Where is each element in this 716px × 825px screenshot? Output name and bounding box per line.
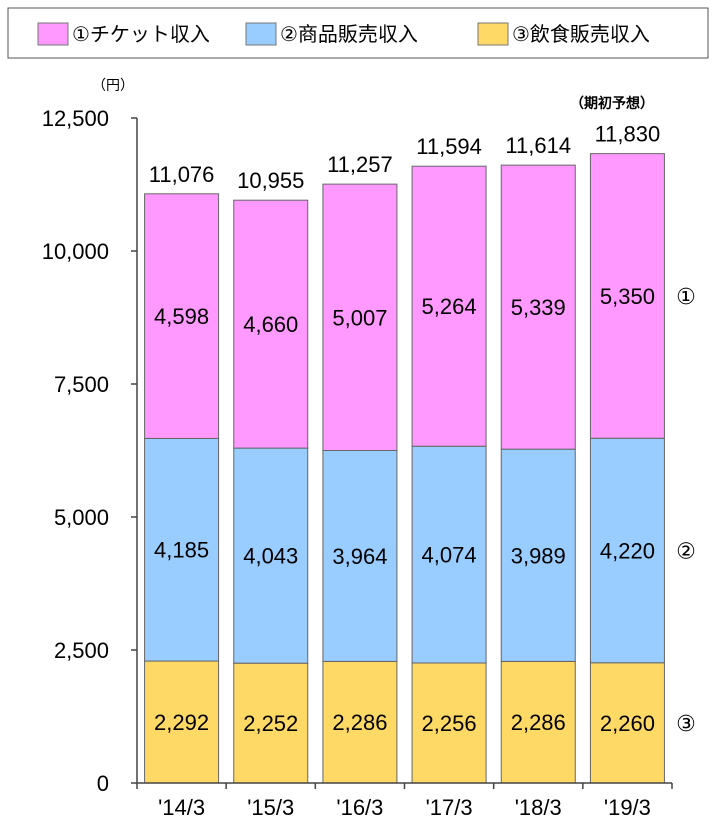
data-label: 2,260: [600, 711, 655, 736]
legend-label: ②商品販売収入: [280, 22, 418, 46]
data-label: 2,292: [154, 710, 209, 735]
axes-group: 0 2,500 5,000 7,500 10,000 12,500 '14/3 '15/3 '1…: [42, 106, 673, 820]
total-label: 11,076: [149, 162, 215, 187]
x-tick-label: '14/3: [158, 795, 205, 820]
bar-segment: [411, 445, 487, 664]
series-marker: ①: [676, 285, 696, 310]
bar-segment: [500, 164, 576, 450]
legend-swatch: [245, 22, 277, 46]
bar-segment: [233, 199, 309, 449]
x-tick-label: '18/3: [515, 795, 562, 820]
data-label: 3,964: [332, 544, 387, 569]
bar-segment: [144, 660, 220, 784]
data-label: 4,598: [154, 304, 209, 329]
y-tick-label: 10,000: [42, 239, 109, 264]
bar-segment: [589, 153, 665, 439]
x-tick-label: '19/3: [604, 795, 651, 820]
y-axis-unit-label: （円）: [92, 78, 134, 94]
y-tick-label: 5,000: [54, 505, 109, 530]
y-tick-label: 12,500: [42, 106, 109, 131]
legend-swatch: [477, 22, 509, 46]
data-label: 2,286: [332, 710, 387, 735]
bar-segment: [411, 662, 487, 784]
total-label: 11,594: [416, 134, 482, 159]
legend-box: [7, 7, 709, 59]
data-label: 3,989: [511, 543, 566, 568]
bar-segment: [322, 450, 398, 662]
bar-segment: [322, 183, 398, 451]
bar-segment: [233, 447, 309, 664]
bar-segment: [500, 448, 576, 662]
forecast-label: （期初予想）: [570, 95, 654, 112]
bar-segment: [589, 437, 665, 664]
y-tick-label: 7,500: [54, 372, 109, 397]
legend-label: ③飲食販売収入: [512, 22, 650, 46]
data-label: 4,660: [243, 312, 298, 337]
legend: ①チケット収入 ②商品販売収入 ③飲食販売収入: [7, 7, 709, 59]
data-label: 4,185: [154, 538, 209, 563]
bars-group: 2,292 4,185 4,598 11,076 2,252 4,043 4,660 10,9…: [144, 122, 665, 784]
data-label: 4,043: [243, 544, 298, 569]
legend-swatch: [37, 22, 69, 46]
x-tick-label: '16/3: [336, 795, 383, 820]
bar-segment: [411, 165, 487, 447]
total-label: 11,257: [327, 152, 393, 177]
data-label: 4,220: [600, 539, 655, 564]
legend-label: ①チケット収入: [72, 22, 210, 46]
total-label: 10,955: [237, 168, 304, 193]
data-label: 4,074: [422, 543, 477, 568]
data-label: 2,252: [243, 711, 298, 736]
series-marker: ②: [676, 540, 696, 565]
data-label: 5,007: [332, 305, 387, 330]
data-label: 2,256: [422, 711, 477, 736]
bar-segment: [322, 660, 398, 784]
data-label: 5,264: [422, 294, 477, 319]
total-label: 11,614: [505, 133, 571, 158]
x-tick-label: '15/3: [247, 795, 294, 820]
series-marker: ③: [676, 712, 696, 737]
y-tick-label: 0: [97, 771, 109, 796]
x-tick-label: '17/3: [426, 795, 473, 820]
bar-segment: [144, 193, 220, 439]
total-label: 11,830: [595, 122, 661, 147]
y-tick-label: 2,500: [54, 638, 109, 663]
series-markers: ③ ② ①: [676, 285, 696, 737]
data-label: 5,350: [600, 284, 655, 309]
data-label: 5,339: [511, 295, 566, 320]
data-label: 2,286: [511, 710, 566, 735]
bar-segment: [233, 662, 309, 784]
bar-segment: [589, 662, 665, 784]
